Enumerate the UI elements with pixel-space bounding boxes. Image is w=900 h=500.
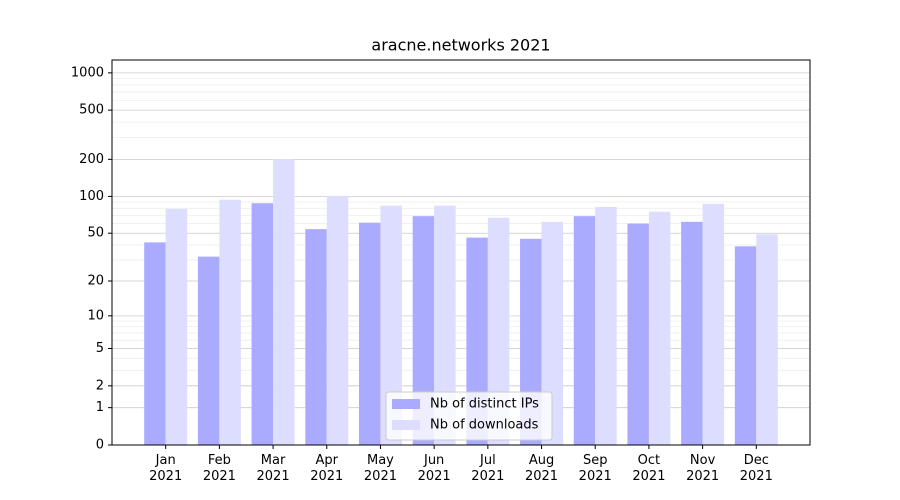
bar xyxy=(595,206,617,445)
bar xyxy=(756,234,778,445)
bar xyxy=(734,246,757,445)
bar xyxy=(380,205,402,445)
chart-title: aracne.networks 2021 xyxy=(371,36,550,55)
y-tick-label: 100 xyxy=(79,189,104,204)
x-tick-label: Sep 2021 xyxy=(578,453,612,484)
legend-swatch xyxy=(392,399,420,409)
bar xyxy=(273,159,295,445)
bar xyxy=(165,208,188,445)
y-tick-label: 500 xyxy=(79,103,104,118)
y-tick-label: 0 xyxy=(96,438,104,453)
x-tick-label: Oct 2021 xyxy=(632,453,666,484)
legend-box xyxy=(385,391,553,441)
legend: Nb of distinct IPs Nb of downloads xyxy=(385,391,553,441)
x-tick-label: Apr 2021 xyxy=(310,453,344,484)
bar xyxy=(648,211,671,445)
bar xyxy=(681,221,703,445)
legend-swatch xyxy=(392,420,420,430)
y-tick-label: 5 xyxy=(96,341,104,356)
y-tick-label: 1000 xyxy=(71,65,104,80)
bar xyxy=(627,223,649,445)
bar xyxy=(251,203,274,445)
bar xyxy=(702,203,725,445)
legend-label: Nb of distinct IPs xyxy=(430,397,539,412)
x-tick-label: Mar 2021 xyxy=(256,453,290,484)
bar xyxy=(573,216,596,445)
y-tick-label: 10 xyxy=(87,308,104,323)
bar xyxy=(219,199,241,445)
bar xyxy=(326,195,349,445)
bar xyxy=(541,221,564,445)
bar xyxy=(197,256,220,445)
plot-frame xyxy=(111,59,811,446)
bar xyxy=(305,229,327,445)
bar xyxy=(434,205,456,445)
x-tick-label: May 2021 xyxy=(363,453,397,484)
bar xyxy=(358,222,381,445)
x-tick-label: Jul 2021 xyxy=(471,453,505,484)
x-tick-label: Jun 2021 xyxy=(417,453,451,484)
x-tick-label: Nov 2021 xyxy=(686,453,720,484)
bar xyxy=(412,216,435,445)
bar xyxy=(487,217,510,445)
x-tick-label: Jan 2021 xyxy=(149,453,183,484)
y-tick-label: 20 xyxy=(87,274,104,289)
y-tick-label: 200 xyxy=(79,152,104,167)
y-tick-label: 2 xyxy=(96,378,104,393)
bar xyxy=(144,242,166,445)
y-tick-label: 1 xyxy=(96,400,104,415)
legend-label: Nb of downloads xyxy=(430,418,539,433)
x-tick-label: Dec 2021 xyxy=(739,453,773,484)
x-tick-label: Feb 2021 xyxy=(202,453,236,484)
x-tick-label: Aug 2021 xyxy=(524,453,559,484)
y-tick-label: 50 xyxy=(87,226,104,241)
